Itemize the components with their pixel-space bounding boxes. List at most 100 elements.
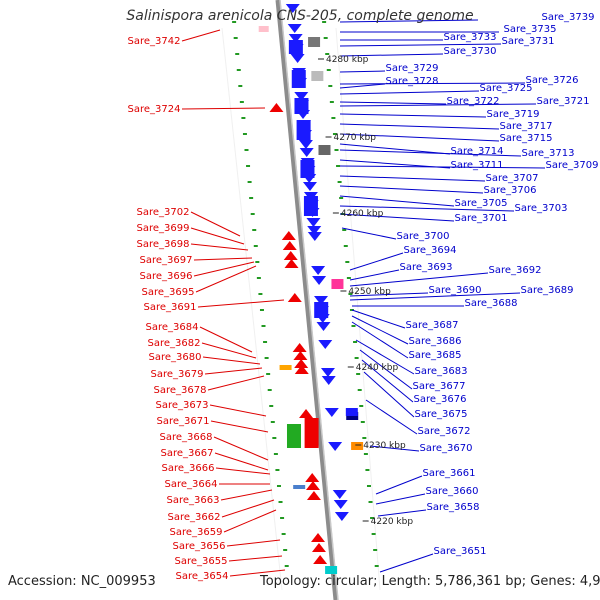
forward-gene-glyph [284,259,299,268]
reverse-gene-label: Sare_3693 [400,262,453,273]
reverse-gene-glyph [306,218,321,227]
reverse-gene-label: Sare_3690 [429,285,482,296]
label-connector [379,553,434,573]
reverse-gene-label: Sare_3714 [451,146,504,157]
reverse-gene-glyph [307,232,322,241]
label-connector [215,467,271,475]
label-connector [339,133,500,142]
label-connector [210,420,269,433]
label-connector [229,569,286,577]
accession-label: Accession: NC_009953 [8,574,156,589]
label-connector [339,19,479,23]
reverse-gene-label: Sare_3670 [420,443,473,454]
label-connector [349,272,489,287]
label-connector [181,107,266,110]
gene-glyph-layer [258,4,364,574]
reverse-gene-block [303,196,318,216]
reverse-gene-label: Sare_3717 [500,121,553,132]
reverse-gene-block [314,302,329,318]
label-connector [351,315,409,345]
reverse-gene-glyph [299,148,314,157]
forward-gene-glyph [311,543,326,552]
label-connector [369,445,420,452]
label-connector [375,475,423,495]
reverse-gene-label: Sare_3721 [537,96,590,107]
reverse-gene-block [291,70,306,88]
label-connector [339,123,500,130]
reverse-gene-glyph [298,140,313,149]
label-connector [339,83,386,89]
forward-gene-label: Sare_3663 [167,495,220,506]
forward-gene-block [293,485,306,489]
gene-label-layer: Sare_3742 Sare_3724 Sare_3702 Sare_3699 Sare… [128,12,599,582]
reverse-gene-label: Sare_3729 [386,63,439,74]
forward-gene-label: Sare_3671 [157,416,210,427]
reverse-gene-label: Sare_3700 [397,231,450,242]
reverse-gene-block [296,120,311,140]
label-connector [349,292,521,301]
reverse-gene-label: Sare_3658 [427,502,480,513]
label-connector [339,175,486,182]
label-connector [197,299,285,308]
label-connector [223,509,277,533]
reverse-gene-label: Sare_3661 [423,468,476,479]
reverse-gene-label: Sare_3686 [409,336,462,347]
reverse-gene-label: Sare_3713 [522,148,575,159]
track-layer [221,27,381,591]
forward-gene-glyph [281,231,296,240]
reverse-gene-label: Sare_3711 [451,160,504,171]
forward-gene-label: Sare_3664 [165,479,218,490]
label-connector [339,165,546,169]
reverse-gene-label: Sare_3677 [413,381,466,392]
reverse-gene-glyph [307,226,322,235]
label-connector [339,90,480,95]
reverse-gene-label: Sare_3733 [444,32,497,43]
forward-gene-glyph [269,103,284,112]
label-connector [377,509,427,517]
reverse-gene-glyph [288,34,303,43]
reverse-gene-label: Sare_3676 [414,394,467,405]
reverse-gene-block [345,408,358,416]
label-connector [339,82,526,85]
reverse-gene-block [331,279,344,289]
reverse-gene-glyph [314,296,328,305]
label-connector [204,367,263,375]
label-connector [226,539,281,547]
scale-label: 4240 kbp [356,363,399,373]
right-track-line [335,27,381,591]
label-connector [349,252,404,271]
forward-gene-glyph [313,555,328,564]
label-connector [339,143,451,155]
label-connector [207,375,265,391]
label-connector [341,227,397,240]
label-connector [351,309,406,329]
forward-gene-block [304,418,319,448]
label-connector [349,292,429,297]
scale-label: 4260 kbp [341,209,384,219]
forward-gene-label: Sare_3702 [137,207,190,218]
forward-gene-glyph [299,409,314,418]
reverse-gene-label: Sare_3675 [415,409,468,420]
genome-summary: Topology: circular; Length: 5,786,361 bp… [260,574,600,589]
reverse-gene-label: Sare_3687 [406,320,459,331]
forward-gene-label: Sare_3684 [146,322,199,333]
forward-gene-glyph [311,533,326,542]
genome-title: Salinispora arenicola CNS-205, complete … [126,8,474,24]
reverse-gene-label: Sare_3692 [489,265,542,276]
label-connector [193,257,253,261]
reverse-gene-label: Sare_3703 [515,203,568,214]
reverse-gene-glyph [320,368,335,377]
forward-gene-glyph [305,481,320,490]
scale-label-layer: 4280 kbp 4270 kbp 4260 kbp 4250 kbp 4240 kbp… [317,55,413,527]
reverse-gene-glyph [333,500,348,509]
forward-gene-label: Sare_3695 [142,287,195,298]
label-connector [202,356,261,365]
forward-gene-label: Sare_3680 [149,352,202,363]
reverse-gene-glyph [321,376,336,385]
reverse-gene-label: Sare_3660 [426,486,479,497]
reverse-gene-label: Sare_3725 [480,83,533,94]
forward-gene-glyph [305,473,320,482]
forward-gene-label: Sare_3724 [128,104,181,115]
